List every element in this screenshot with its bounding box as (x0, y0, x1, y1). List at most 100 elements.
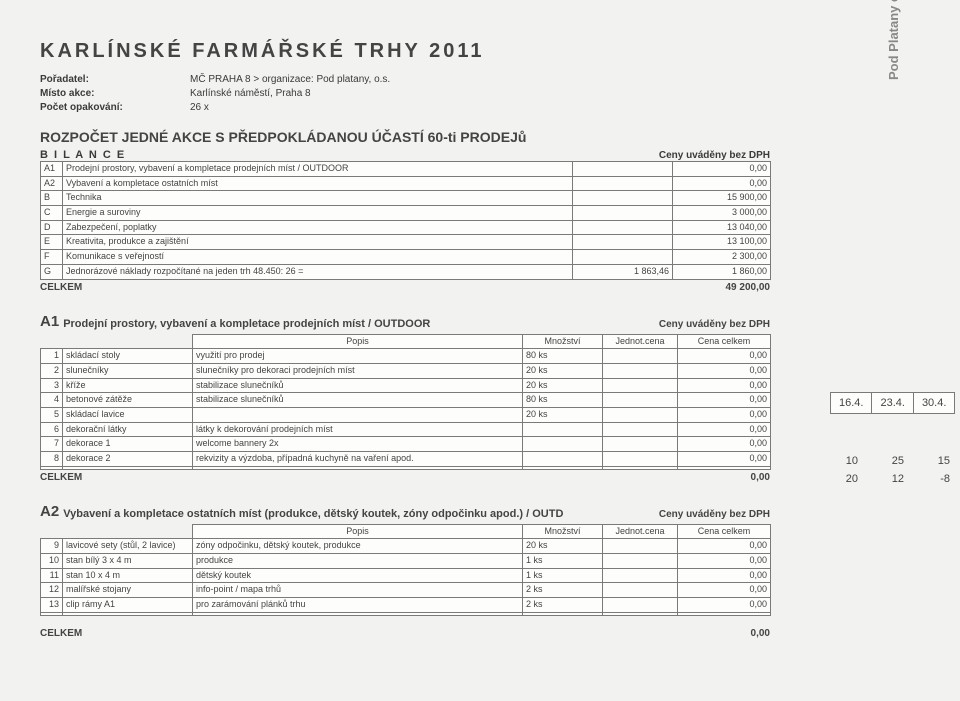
side-cell: -8 (930, 471, 950, 489)
col-mnozstvi: Množství (523, 334, 603, 349)
row-unit (603, 568, 678, 583)
row-desc: produkce (193, 554, 523, 569)
bilance-row: DZabezpečení, poplatky 13 040,00 (41, 220, 771, 235)
a1-table: PopisMnožstvíJednot.cenaCena celkem1sklá… (40, 334, 771, 470)
bilance-mid (573, 206, 673, 221)
row-name: betonové zátěže (63, 393, 193, 408)
bilance-key: D (41, 220, 63, 235)
bilance-row: CEnergie a suroviny3 000,00 (41, 206, 771, 221)
meta-row-organizer: Pořadatel: MČ PRAHA 8 > organizace: Pod … (40, 73, 770, 87)
table-row: 12malířské stojanyinfo-point / mapa trhů… (41, 583, 771, 598)
bilance-value: 13 040,00 (673, 220, 771, 235)
row-index: 13 (41, 598, 63, 613)
bilance-name: Jednorázové náklady rozpočítané na jeden… (63, 264, 573, 279)
bilance-mid (573, 176, 673, 191)
row-desc: pro zarámování plánků trhu (193, 598, 523, 613)
table-row: 2slunečníkyslunečníky pro dekoraci prode… (41, 363, 771, 378)
a2-table: PopisMnožstvíJednot.cenaCena celkem9lavi… (40, 524, 771, 616)
row-total: 0,00 (678, 568, 771, 583)
table-row: 13clip rámy A1pro zarámování plánků trhu… (41, 598, 771, 613)
row-qty: 2 ks (523, 583, 603, 598)
meta-value: Karlínské náměstí, Praha 8 (190, 87, 311, 101)
row-total: 0,00 (678, 539, 771, 554)
row-desc: dětský koutek (193, 568, 523, 583)
date-cell: 23.4. (872, 393, 913, 413)
bilance-mid: 1 863,46 (573, 264, 673, 279)
row-qty (523, 452, 603, 467)
row-unit (603, 363, 678, 378)
row-total: 0,00 (678, 554, 771, 569)
bilance-row: EKreativita, produkce a zajištění13 100,… (41, 235, 771, 250)
a2-total-row: CELKEM 0,00 (40, 628, 770, 639)
row-index: 9 (41, 539, 63, 554)
table-row-empty (41, 466, 771, 469)
table-row: 7dekorace 1welcome bannery 2x0,00 (41, 437, 771, 452)
row-desc: zóny odpočinku, dětský koutek, produkce (193, 539, 523, 554)
date-cell: 30.4. (914, 393, 954, 413)
table-row: 6dekorační látkylátky k dekorování prode… (41, 422, 771, 437)
row-total: 0,00 (678, 422, 771, 437)
bilance-key: F (41, 250, 63, 265)
company-stamp: Pod Platany o.s. Konětopy 129, 833 13 00… (886, 0, 902, 80)
row-total: 0,00 (678, 583, 771, 598)
table-header-row: PopisMnožstvíJednot.cenaCena celkem (41, 524, 771, 539)
row-unit (603, 554, 678, 569)
bilance-name: Kreativita, produkce a zajištění (63, 235, 573, 250)
bilance-name: Energie a suroviny (63, 206, 573, 221)
bilance-row: GJednorázové náklady rozpočítané na jede… (41, 264, 771, 279)
row-unit (603, 598, 678, 613)
row-total: 0,00 (678, 378, 771, 393)
bilance-key: A2 (41, 176, 63, 191)
bilance-name: Zabezpečení, poplatky (63, 220, 573, 235)
row-index: 7 (41, 437, 63, 452)
dates-box: 16.4. 23.4. 30.4. (830, 392, 955, 414)
stamp-company: Pod Platany o.s. (886, 0, 901, 80)
row-desc: látky k dekorování prodejních míst (193, 422, 523, 437)
bilance-value: 15 900,00 (673, 191, 771, 206)
bilance-key: G (41, 264, 63, 279)
meta-row-count: Počet opakování: 26 x (40, 101, 770, 115)
row-unit (603, 378, 678, 393)
row-total: 0,00 (678, 349, 771, 364)
col-cena: Cena celkem (678, 334, 771, 349)
row-index: 8 (41, 452, 63, 467)
side-cell: 12 (884, 471, 904, 489)
bilance-row: BTechnika15 900,00 (41, 191, 771, 206)
row-name: stan bílý 3 x 4 m (63, 554, 193, 569)
bilance-value: 0,00 (673, 162, 771, 177)
table-row: 10stan bílý 3 x 4 mprodukce1 ks0,00 (41, 554, 771, 569)
bilance-mid (573, 250, 673, 265)
side-row: 20 12 -8 (838, 471, 950, 489)
row-qty (523, 437, 603, 452)
bilance-row: A1Prodejní prostory, vybavení a kompleta… (41, 162, 771, 177)
row-total: 0,00 (678, 363, 771, 378)
row-name: dekorační látky (63, 422, 193, 437)
bilance-label: B I L A N C E (40, 149, 659, 161)
col-popis: Popis (193, 524, 523, 539)
side-cell: 10 (838, 453, 858, 471)
bilance-name: Komunikace s veřejností (63, 250, 573, 265)
table-row: 4betonové zátěžestabilizace slunečníků80… (41, 393, 771, 408)
row-index: 11 (41, 568, 63, 583)
side-cell: 15 (930, 453, 950, 471)
row-qty: 80 ks (523, 393, 603, 408)
a1-heading: A1 Prodejní prostory, vybavení a komplet… (40, 313, 770, 330)
bilance-row: FKomunikace s veřejností2 300,00 (41, 250, 771, 265)
bilance-key: B (41, 191, 63, 206)
row-desc: rekvizity a výzdoba, případná kuchyně na… (193, 452, 523, 467)
side-row: 10 25 15 (838, 453, 950, 471)
row-index: 12 (41, 583, 63, 598)
row-unit (603, 422, 678, 437)
row-name: skládací lavice (63, 407, 193, 422)
table-row: 9lavicové sety (stůl, 2 lavice)zóny odpo… (41, 539, 771, 554)
row-name: lavicové sety (stůl, 2 lavice) (63, 539, 193, 554)
row-desc (193, 407, 523, 422)
row-unit (603, 407, 678, 422)
a2-heading-text: Vybavení a kompletace ostatních míst (pr… (63, 508, 659, 520)
row-qty: 20 ks (523, 407, 603, 422)
table-row: 1skládací stolyvyužití pro prodej80 ks0,… (41, 349, 771, 364)
row-unit (603, 349, 678, 364)
row-qty: 1 ks (523, 568, 603, 583)
bilance-row: A2Vybavení a kompletace ostatních míst0,… (41, 176, 771, 191)
row-name: dekorace 2 (63, 452, 193, 467)
